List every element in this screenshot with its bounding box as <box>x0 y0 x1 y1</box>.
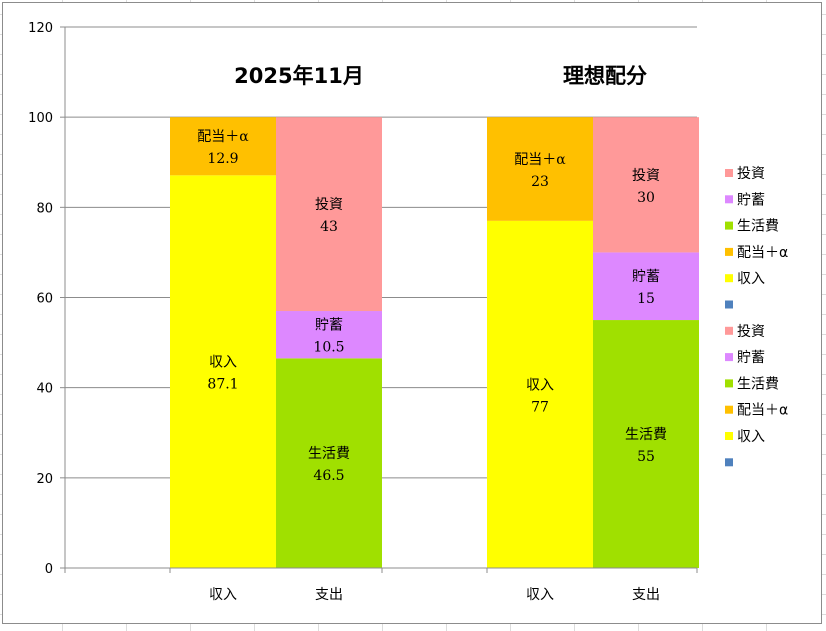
legend-swatch <box>725 247 733 256</box>
legend-swatch <box>725 432 733 440</box>
legend-swatch <box>725 274 733 283</box>
y-tick-label: 120 <box>28 21 53 36</box>
legend-swatch <box>725 405 733 414</box>
bar-segment[interactable] <box>276 311 382 359</box>
y-tick-label: 40 <box>36 382 53 397</box>
legend-swatch <box>725 353 733 362</box>
segment-value-label: 12.9 <box>207 151 238 167</box>
legend-label: 生活費 <box>737 376 779 392</box>
legend-label: 配当＋α <box>737 403 788 419</box>
y-tick-label: 0 <box>45 562 53 577</box>
segment-name-label: 生活費 <box>625 427 667 443</box>
legend-label: 投資 <box>737 166 765 182</box>
y-tick-label: 100 <box>28 111 53 126</box>
x-category-label: 支出 <box>632 587 660 603</box>
chart-area[interactable]: 0 20 40 60 80 100 120 2025年11月 収入 87.1 配当＋α 12.9 収入生… <box>2 2 822 624</box>
segment-value-label: 15 <box>637 291 655 307</box>
x-category-label: 収入 <box>526 587 554 603</box>
segment-value-label: 30 <box>637 190 655 206</box>
legend-swatch <box>725 379 733 388</box>
legend-label: 貯蓄 <box>737 192 765 208</box>
segment-name-label: 生活費 <box>308 446 350 462</box>
bar-segment[interactable] <box>487 117 593 221</box>
x-category-label: 支出 <box>315 587 343 603</box>
bar-segment[interactable] <box>593 252 699 321</box>
legend-swatch <box>725 458 733 467</box>
y-tick-label: 20 <box>36 472 53 487</box>
bar-segment[interactable] <box>593 320 699 568</box>
legend-swatch <box>725 195 733 204</box>
segment-name-label: 貯蓄 <box>315 318 343 334</box>
legend-label: 生活費 <box>737 219 779 235</box>
bar-segment[interactable] <box>276 358 382 568</box>
segment-name-label: 配当＋α <box>197 129 249 145</box>
legend-label: 貯蓄 <box>737 350 765 366</box>
stacked-bar-chart: 0204060801001202025年11月収入87.1配当＋α12.9収入生… <box>28 21 788 603</box>
bar-segment[interactable] <box>170 175 276 569</box>
segment-value-label: 55 <box>637 449 655 465</box>
y-tick-label: 60 <box>36 292 53 307</box>
segment-name-label: 収入 <box>209 355 237 371</box>
segment-value-label: 77 <box>531 399 549 415</box>
bar-segment[interactable] <box>276 117 382 312</box>
legend-label: 投資 <box>737 324 765 340</box>
bar-segment[interactable] <box>593 117 699 253</box>
legend-swatch <box>725 169 733 177</box>
segment-name-label: 収入 <box>526 377 554 393</box>
segment-name-label: 配当＋α <box>514 152 566 168</box>
legend-swatch <box>725 221 733 230</box>
legend-label: 配当＋α <box>737 245 788 261</box>
segment-value-label: 46.5 <box>313 468 344 484</box>
segment-name-label: 投資 <box>315 197 343 213</box>
bar-segment[interactable] <box>170 117 276 176</box>
segment-value-label: 10.5 <box>313 340 344 356</box>
legend-label: 収入 <box>737 271 765 287</box>
segment-value-label: 43 <box>320 219 338 235</box>
legend-label: 収入 <box>737 429 765 445</box>
segment-value-label: 23 <box>531 174 549 190</box>
y-tick-label: 80 <box>36 201 53 216</box>
segment-value-label: 87.1 <box>207 377 238 393</box>
legend-swatch <box>725 326 733 335</box>
group-title: 2025年11月 <box>234 64 364 88</box>
bar-segment[interactable] <box>487 220 593 568</box>
segment-name-label: 投資 <box>632 168 660 184</box>
group-title: 理想配分 <box>563 64 647 88</box>
segment-name-label: 貯蓄 <box>632 269 660 285</box>
x-category-label: 収入 <box>209 587 237 603</box>
legend-swatch <box>725 300 733 309</box>
